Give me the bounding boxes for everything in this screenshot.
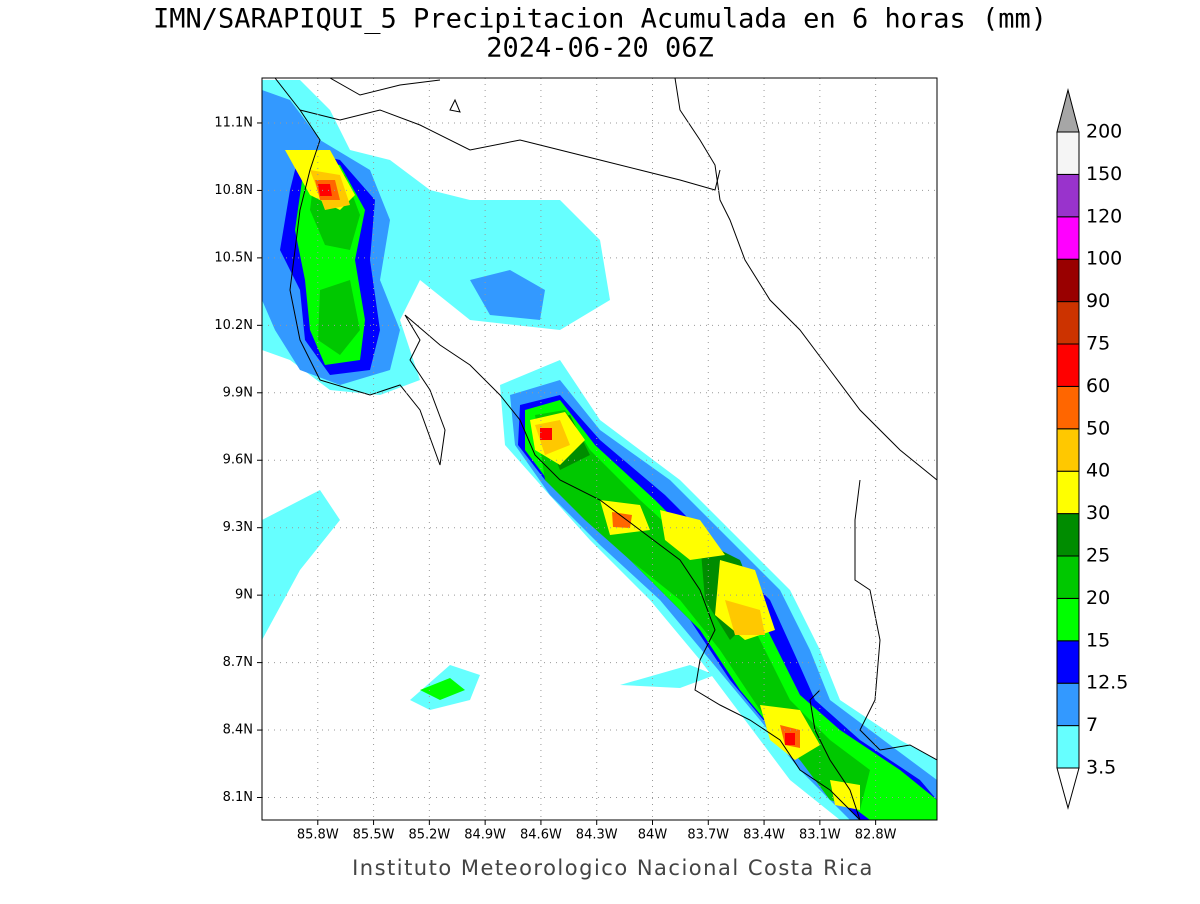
precip-field	[262, 80, 937, 820]
y-tick-label: 8.4N	[223, 723, 253, 738]
x-tick-label: 85.8W	[297, 828, 339, 843]
colorbar-label: 7	[1086, 714, 1098, 736]
colorbar-box	[1056, 258, 1080, 303]
precip-area	[612, 512, 632, 528]
colorbar-label: 30	[1086, 502, 1110, 524]
colorbar-label: 50	[1086, 417, 1110, 439]
colorbar-box	[1056, 597, 1080, 642]
colorbar-box	[1056, 301, 1080, 345]
colorbar-label: 200	[1086, 121, 1122, 143]
colorbar-label: 75	[1086, 333, 1110, 355]
y-tick-label: 8.7N	[223, 655, 253, 670]
colorbar-box	[1056, 470, 1080, 515]
island	[449, 98, 461, 113]
colorbar-label: 90	[1086, 290, 1110, 312]
precip-area	[470, 270, 545, 320]
y-tick-label: 11.1N	[214, 115, 253, 130]
colorbar-box	[1056, 428, 1080, 472]
colorbar-under	[1056, 767, 1080, 810]
precip-area	[262, 490, 340, 640]
colorbar-box	[1056, 343, 1080, 387]
colorbar-box	[1056, 131, 1080, 175]
y-tick-label: 10.2N	[214, 318, 253, 333]
colorbar-box	[1056, 640, 1080, 684]
y-tick-label: 9.6N	[223, 453, 253, 468]
credit: Instituto Meteorologico Nacional Costa R…	[352, 856, 874, 880]
y-tick-label: 8.1N	[223, 790, 253, 805]
precip-area	[785, 733, 795, 745]
precip-area	[318, 184, 332, 196]
colorbar-box	[1056, 173, 1080, 218]
x-tick-label: 84.9W	[464, 828, 506, 843]
precip-area	[420, 678, 465, 700]
colorbar-label: 20	[1086, 587, 1110, 609]
precip-area	[620, 665, 715, 688]
precip-area	[660, 510, 725, 560]
x-tick-label: 83.1W	[799, 828, 841, 843]
coastline	[329, 78, 441, 96]
colorbar-label: 12.5	[1086, 672, 1128, 694]
y-tick-label: 9.9N	[223, 385, 253, 400]
colorbar-box	[1056, 725, 1080, 769]
y-tick-label: 9N	[235, 588, 253, 603]
x-tick-label: 83.4W	[743, 828, 785, 843]
colorbar-box	[1056, 513, 1080, 557]
colorbar-label: 15	[1086, 629, 1110, 651]
map-frame	[261, 77, 938, 821]
colorbar-label: 100	[1086, 248, 1122, 270]
colorbar-label: 150	[1086, 163, 1122, 185]
colorbar-box	[1056, 682, 1080, 727]
colorbar-label: 3.5	[1086, 757, 1116, 779]
chart-subtitle: 2024-06-20 06Z	[486, 33, 714, 64]
colorbar: 3.5 7 12.5 15 20 25 30 40 50 60 75 90 100 120 150 200	[1056, 88, 1128, 810]
colorbar-label: 120	[1086, 205, 1122, 227]
x-tick-label: 85.5W	[353, 828, 395, 843]
y-tick-label: 10.5N	[214, 250, 253, 265]
x-tick-label: 84.3W	[576, 828, 618, 843]
colorbar-label: 40	[1086, 460, 1110, 482]
x-tick-label: 84W	[638, 828, 668, 843]
colorbar-box	[1056, 385, 1080, 430]
axes: 85.8W 85.5W 85.2W 84.9W 84.6W 84.3W 84W 83.7W 83…	[214, 115, 896, 842]
coastline	[674, 78, 937, 481]
precip-area	[540, 428, 552, 440]
border	[854, 479, 937, 761]
colorbar-over	[1056, 88, 1080, 133]
precip-area	[725, 600, 765, 635]
colorbar-label: 60	[1086, 375, 1110, 397]
border	[299, 109, 721, 191]
x-tick-label: 82.8W	[855, 828, 897, 843]
x-tick-label: 85.2W	[408, 828, 450, 843]
coastline	[274, 78, 861, 820]
colorbar-box	[1056, 216, 1080, 260]
chart-title: IMN/SARAPIQUI_5 Precipitacion Acumulada …	[153, 4, 1047, 35]
y-tick-label: 9.3N	[223, 520, 253, 535]
precip-area	[318, 280, 360, 355]
colorbar-label: 25	[1086, 545, 1110, 567]
x-tick-label: 84.6W	[520, 828, 562, 843]
colorbar-box	[1056, 555, 1080, 599]
precip-area	[830, 780, 860, 810]
grid	[262, 78, 937, 820]
border	[809, 689, 861, 820]
coastlines	[274, 78, 937, 820]
x-tick-label: 83.7W	[687, 828, 729, 843]
y-tick-label: 10.8N	[214, 183, 253, 198]
